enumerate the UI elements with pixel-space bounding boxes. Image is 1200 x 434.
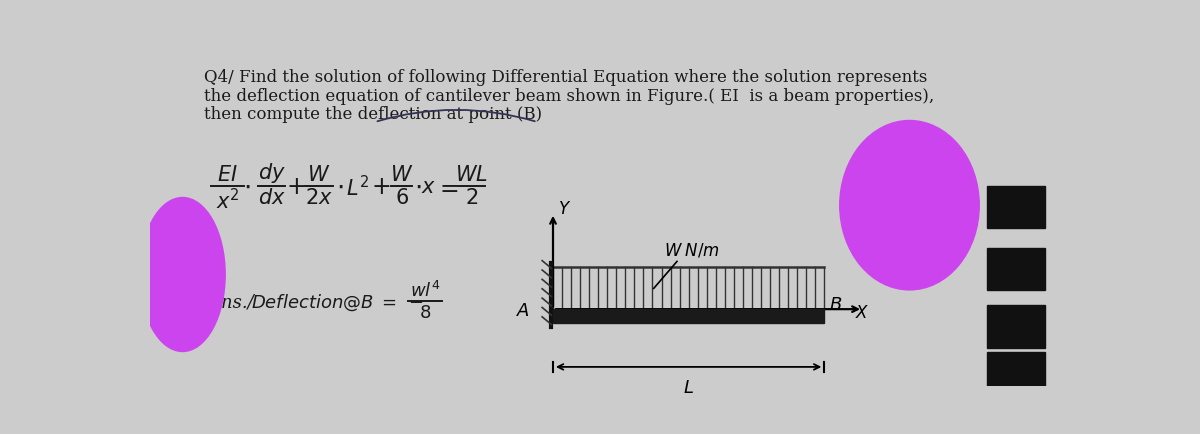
Bar bbox=[986, 306, 1045, 348]
Text: $W$: $W$ bbox=[307, 165, 330, 185]
Text: $2x$: $2x$ bbox=[305, 188, 332, 208]
Text: $+$: $+$ bbox=[286, 176, 305, 199]
Bar bbox=[986, 352, 1045, 386]
Text: $\cdot$: $\cdot$ bbox=[244, 174, 251, 199]
Bar bbox=[986, 187, 1045, 229]
Text: Ans./: Ans./ bbox=[208, 293, 254, 311]
Text: $L^2$: $L^2$ bbox=[346, 175, 370, 200]
Text: Q4/ Find the solution of following Differential Equation where the solution repr: Q4/ Find the solution of following Diffe… bbox=[204, 69, 928, 86]
Text: $\cdot$: $\cdot$ bbox=[414, 174, 422, 199]
Text: $WL$: $WL$ bbox=[455, 165, 488, 185]
Text: $8$: $8$ bbox=[419, 303, 431, 321]
Text: $6$: $6$ bbox=[395, 188, 409, 208]
Bar bbox=[986, 248, 1045, 290]
Text: $x$: $x$ bbox=[421, 178, 437, 197]
Text: $+$: $+$ bbox=[371, 176, 390, 199]
Ellipse shape bbox=[840, 121, 979, 290]
Bar bbox=[553, 309, 824, 323]
Text: $W$: $W$ bbox=[390, 165, 414, 185]
Text: $W\;N/m$: $W\;N/m$ bbox=[665, 241, 720, 259]
Text: the deflection equation of cantilever beam shown in Figure.( EI  is a beam prope: the deflection equation of cantilever be… bbox=[204, 87, 935, 105]
Text: $2$: $2$ bbox=[466, 188, 478, 208]
Text: then compute the deflection at point (B): then compute the deflection at point (B) bbox=[204, 106, 542, 123]
Text: $x^2$: $x^2$ bbox=[216, 188, 239, 213]
Text: $dx$: $dx$ bbox=[258, 188, 286, 208]
Text: $Deflection@B\;=\;-$: $Deflection@B\;=\;-$ bbox=[251, 292, 424, 312]
Text: $X$: $X$ bbox=[856, 305, 870, 322]
Text: $B$: $B$ bbox=[829, 295, 842, 313]
Text: $=$: $=$ bbox=[434, 176, 458, 199]
Text: $EI$: $EI$ bbox=[217, 165, 238, 185]
Text: $Y$: $Y$ bbox=[558, 200, 571, 217]
Ellipse shape bbox=[140, 198, 226, 352]
Text: $wl^4$: $wl^4$ bbox=[410, 280, 440, 300]
Text: $A$: $A$ bbox=[516, 301, 529, 319]
Text: $dy$: $dy$ bbox=[258, 161, 286, 185]
Text: $L$: $L$ bbox=[683, 378, 694, 397]
Text: $\cdot$: $\cdot$ bbox=[336, 174, 343, 199]
